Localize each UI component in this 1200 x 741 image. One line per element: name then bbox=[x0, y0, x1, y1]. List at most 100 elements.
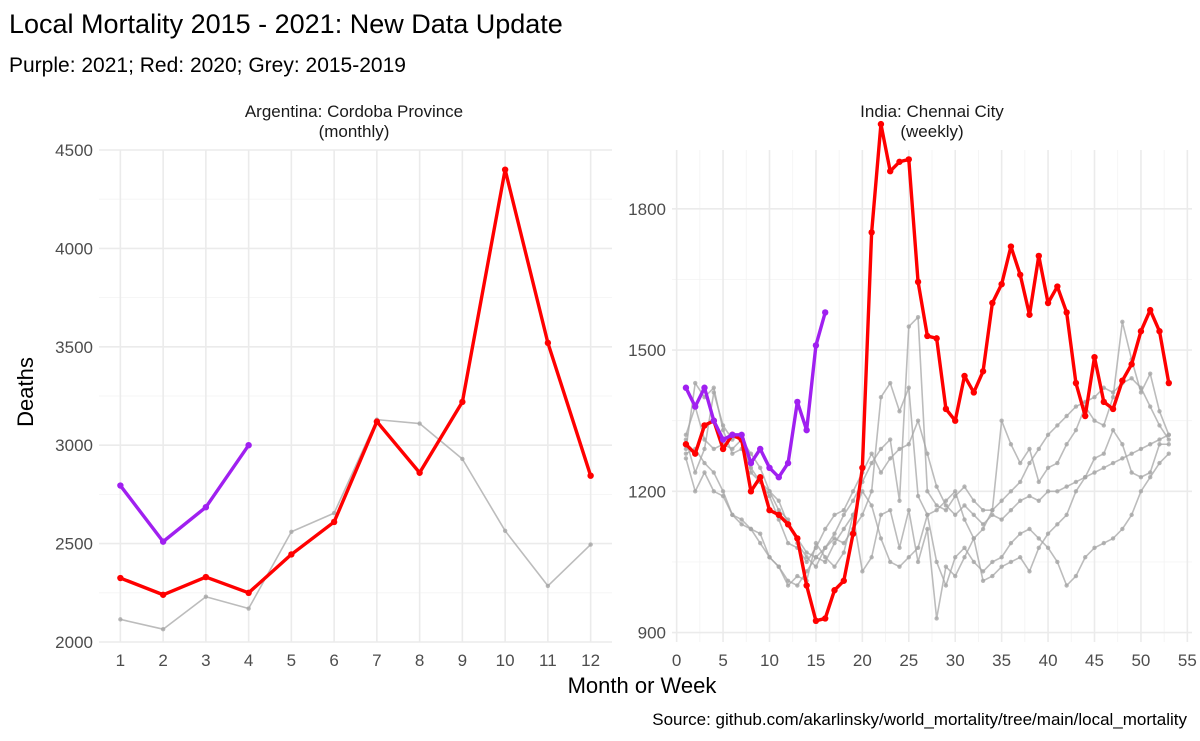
data-point bbox=[416, 469, 423, 476]
x-tick-label: 15 bbox=[806, 651, 825, 670]
data-point bbox=[990, 573, 995, 579]
data-point bbox=[1138, 489, 1144, 494]
data-point bbox=[971, 536, 976, 541]
x-ticks-argentina: 1 2 3 4 5 6 7 8 9 10 11 12 bbox=[116, 651, 600, 670]
data-point bbox=[1044, 299, 1052, 307]
data-point bbox=[953, 555, 958, 560]
data-point bbox=[962, 484, 967, 489]
data-point bbox=[730, 451, 735, 456]
data-point bbox=[784, 521, 792, 528]
series-y2021-2 bbox=[117, 442, 252, 545]
data-point bbox=[962, 555, 967, 560]
y-tick-label: 2000 bbox=[55, 633, 93, 652]
data-point bbox=[784, 459, 792, 467]
data-point bbox=[1036, 498, 1041, 503]
data-point bbox=[544, 339, 552, 347]
data-point bbox=[1128, 361, 1135, 368]
data-point bbox=[897, 545, 902, 551]
series-line bbox=[685, 448, 1170, 587]
data-point bbox=[794, 398, 801, 406]
data-point bbox=[1166, 437, 1171, 442]
data-point bbox=[1008, 540, 1014, 546]
data-point bbox=[1119, 377, 1126, 384]
data-point bbox=[924, 332, 931, 340]
data-point bbox=[757, 445, 764, 453]
data-point bbox=[682, 384, 690, 391]
data-point bbox=[990, 559, 995, 565]
data-point bbox=[502, 528, 508, 534]
data-point bbox=[1018, 531, 1023, 536]
facet-title-line1: Argentina: Cordoba Province bbox=[245, 102, 463, 121]
data-point bbox=[1120, 319, 1125, 325]
data-point bbox=[1045, 545, 1051, 551]
data-point bbox=[160, 627, 166, 632]
data-point bbox=[888, 507, 893, 513]
data-point bbox=[804, 550, 809, 555]
data-point bbox=[1064, 583, 1069, 588]
data-point bbox=[841, 512, 846, 518]
x-tick-label: 45 bbox=[1085, 651, 1104, 670]
data-point bbox=[943, 503, 949, 508]
data-point bbox=[1055, 559, 1060, 565]
data-point bbox=[888, 437, 893, 442]
data-point bbox=[1027, 493, 1032, 499]
data-point bbox=[460, 456, 465, 462]
x-tick-label: 50 bbox=[1131, 651, 1150, 670]
data-point bbox=[775, 511, 782, 519]
y-ticks-chennai: 900 1200 1500 1800 bbox=[628, 200, 666, 643]
data-point bbox=[803, 426, 810, 434]
data-point bbox=[860, 569, 865, 574]
x-tick-label: 5 bbox=[287, 651, 296, 670]
data-point bbox=[701, 384, 708, 391]
y-axis-title: Deaths bbox=[13, 357, 38, 427]
data-point bbox=[682, 441, 690, 448]
data-point bbox=[832, 564, 837, 569]
data-point bbox=[1157, 460, 1162, 466]
data-point bbox=[795, 583, 800, 588]
data-point bbox=[915, 545, 921, 551]
x-tick-label: 0 bbox=[672, 651, 681, 670]
data-point bbox=[117, 482, 124, 489]
data-point bbox=[738, 431, 745, 439]
data-point bbox=[785, 540, 791, 546]
data-point bbox=[330, 518, 338, 526]
y-tick-label: 900 bbox=[638, 624, 666, 643]
series-line bbox=[118, 443, 251, 544]
data-point bbox=[1147, 306, 1154, 314]
data-point bbox=[869, 489, 874, 494]
x-tick-label: 6 bbox=[329, 651, 338, 670]
x-tick-label: 10 bbox=[496, 651, 515, 670]
data-point bbox=[897, 498, 902, 503]
data-point bbox=[683, 432, 689, 438]
data-point bbox=[915, 493, 921, 499]
facet-title-line2: (weekly) bbox=[900, 122, 963, 141]
data-point bbox=[823, 559, 828, 565]
data-point bbox=[1008, 489, 1014, 494]
data-point bbox=[159, 591, 167, 598]
data-point bbox=[1063, 309, 1070, 316]
data-point bbox=[1055, 423, 1060, 428]
data-point bbox=[1101, 540, 1106, 546]
data-point bbox=[1129, 376, 1134, 381]
data-point bbox=[897, 564, 902, 569]
data-point bbox=[159, 538, 167, 545]
data-point bbox=[1055, 489, 1060, 494]
data-point bbox=[934, 616, 939, 621]
data-point bbox=[906, 442, 911, 447]
caption: Source: github.com/akarlinsky/world_mort… bbox=[652, 710, 1187, 729]
data-point bbox=[776, 498, 781, 503]
data-point bbox=[1109, 405, 1117, 413]
data-point bbox=[1148, 442, 1153, 447]
data-point bbox=[720, 427, 726, 433]
data-point bbox=[878, 394, 884, 400]
data-point bbox=[1092, 456, 1097, 461]
data-point bbox=[118, 617, 123, 622]
data-point bbox=[1138, 446, 1144, 452]
data-point bbox=[979, 368, 987, 375]
y-tick-label: 3500 bbox=[55, 338, 93, 357]
data-point bbox=[1064, 442, 1069, 447]
data-point bbox=[719, 445, 727, 453]
data-point bbox=[1110, 460, 1116, 466]
data-point bbox=[822, 615, 829, 622]
data-point bbox=[1045, 489, 1051, 494]
